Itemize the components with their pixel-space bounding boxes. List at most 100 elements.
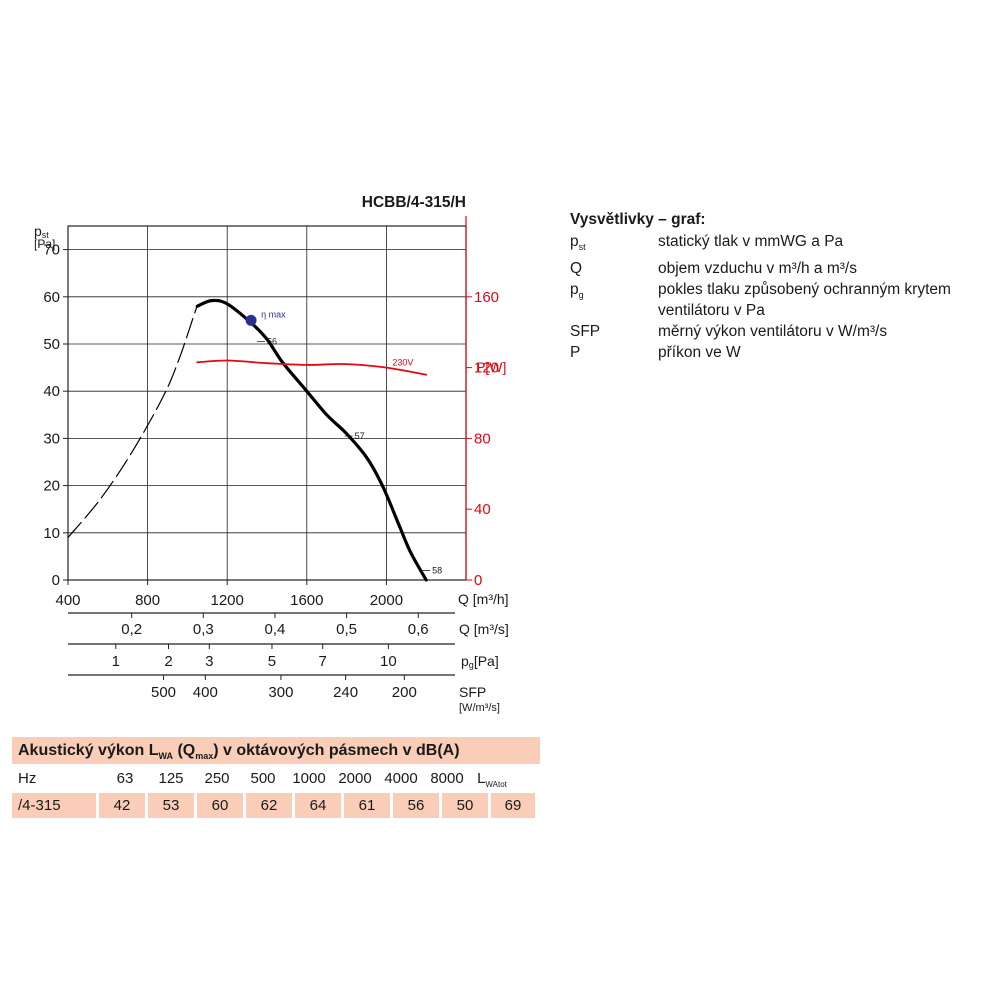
legend-description: objem vzduchu v m³/h a m³/s bbox=[658, 260, 857, 278]
secondary-axis-tick-label: 1 bbox=[112, 653, 120, 670]
acoustic-band-value: 62 bbox=[246, 793, 292, 818]
acoustic-header-label: Hz bbox=[18, 770, 37, 787]
x-tick-label: 800 bbox=[135, 592, 160, 609]
acoustic-band-value: 60 bbox=[197, 793, 243, 818]
eta-max-label: η max bbox=[261, 309, 286, 319]
y-right-tick-label: 160 bbox=[474, 289, 499, 306]
secondary-axis-tick-label: 0,6 bbox=[408, 621, 429, 638]
acoustic-band-value: 50 bbox=[442, 793, 488, 818]
secondary-axis-tick-label: 2 bbox=[164, 653, 172, 670]
y-left-tick-label: 50 bbox=[43, 336, 60, 353]
legend-row: SFP měrný výkon ventilátoru v W/m³/s bbox=[570, 321, 995, 342]
y-left-tick-label: 30 bbox=[43, 430, 60, 447]
secondary-axis-unit: [W/m³/s] bbox=[459, 702, 500, 714]
efficiency-label: 58 bbox=[432, 566, 442, 576]
y-left-label-sub: st bbox=[42, 230, 50, 240]
y-left-axis-label: pst bbox=[34, 223, 49, 240]
acoustic-header-row: Hz 63 125 250 500 1000 2000 4000 8000 LWAtot bbox=[12, 766, 540, 791]
chart-annotations: η max 56 57 58 bbox=[245, 309, 442, 576]
legend-description: příkon ve W bbox=[658, 344, 741, 362]
x-tick-label: 1200 bbox=[211, 592, 244, 609]
secondary-axis-tick-label: 240 bbox=[333, 684, 358, 701]
acoustic-band-label: 8000 bbox=[430, 770, 464, 787]
secondary-axis-tick-label: 0,4 bbox=[265, 621, 286, 638]
y-left-tick-label: 0 bbox=[52, 572, 60, 589]
efficiency-label: 56 bbox=[267, 337, 277, 347]
acoustic-band-label: 2000 bbox=[338, 770, 372, 787]
secondary-axis-tick-label: 0,5 bbox=[336, 621, 357, 638]
acoustic-band-label: 125 bbox=[158, 770, 184, 787]
y-left-tick-label: 70 bbox=[43, 242, 60, 259]
legend-symbol: pst bbox=[570, 233, 586, 253]
acoustic-band-value: 53 bbox=[148, 793, 194, 818]
acoustic-band-label: 1000 bbox=[292, 770, 326, 787]
legend-symbol: SFP bbox=[570, 323, 601, 341]
x-axis-ticks: 400 800 1200 1600 2000 bbox=[55, 580, 403, 609]
legend-row: pg pokles tlaku způsobený ochranným kryte… bbox=[570, 279, 995, 321]
y-right-ticks: 0 40 80 120 160 bbox=[465, 216, 499, 589]
secondary-axis-tick-label: 300 bbox=[268, 684, 293, 701]
y-right-tick-label: 120 bbox=[474, 360, 499, 377]
legend-symbol: pg bbox=[570, 281, 584, 301]
y-left-tick-label: 60 bbox=[43, 289, 60, 306]
x-tick-label: 400 bbox=[55, 592, 80, 609]
legend-title: Vysvětlivky – graf: bbox=[570, 211, 706, 228]
acoustic-row-label: /4-315 bbox=[12, 793, 96, 818]
chart-series: 230V bbox=[67, 298, 428, 582]
power-curve-label: 230V bbox=[392, 358, 413, 368]
graph-legend: Vysvětlivky – graf: pst statický tlak v m… bbox=[570, 209, 995, 363]
acoustic-total-label: LWAtot bbox=[477, 770, 507, 789]
acoustic-band-label: 250 bbox=[204, 770, 230, 787]
pressure-curve bbox=[195, 298, 428, 582]
legend-description: statický tlak v mmWG a Pa bbox=[658, 233, 844, 250]
legend-symbol: Q bbox=[570, 260, 583, 278]
y-left-axis-unit: [Pa] bbox=[34, 237, 55, 251]
y-right-axis-label: P[W] bbox=[476, 359, 506, 375]
legend-description: pokles tlaku způsobený ochranným krytem … bbox=[658, 281, 951, 320]
y-right-tick-label: 80 bbox=[474, 430, 491, 447]
legend-description: měrný výkon ventilátoru v W/m³/s bbox=[658, 323, 888, 341]
acoustic-band-value: 42 bbox=[99, 793, 145, 818]
acoustic-values-row: /4-315 42 53 60 62 64 61 56 50 69 bbox=[12, 793, 540, 818]
y-left-tick-label: 10 bbox=[43, 525, 60, 542]
secondary-axis-tick-label: 0,3 bbox=[193, 621, 214, 638]
y-left-tick-label: 40 bbox=[43, 383, 60, 400]
efficiency-label: 57 bbox=[355, 431, 365, 441]
secondary-axis-tick-label: 3 bbox=[205, 653, 213, 670]
chart-grid bbox=[67, 225, 467, 581]
y-left-tick-label: 20 bbox=[43, 478, 60, 495]
secondary-axis-tick-label: 7 bbox=[319, 653, 327, 670]
x-axis-label: Q [m³/h] bbox=[458, 591, 509, 607]
acoustic-power-table: Akustický výkon LWA (Qmax) v oktávových … bbox=[12, 737, 540, 818]
acoustic-band-value: 61 bbox=[344, 793, 390, 818]
y-left-label-main: p bbox=[34, 223, 42, 239]
secondary-axis-tick-label: 200 bbox=[392, 684, 417, 701]
acoustic-band-label: 63 bbox=[116, 770, 134, 787]
plot-frame bbox=[67, 225, 467, 581]
power-curve bbox=[196, 359, 428, 376]
acoustic-band-label: 500 bbox=[250, 770, 276, 787]
secondary-axis-tick-label: 5 bbox=[268, 653, 276, 670]
acoustic-band-label: 4000 bbox=[384, 770, 418, 787]
y-right-tick-label: 40 bbox=[474, 501, 491, 518]
secondary-axis-label: SFP bbox=[459, 684, 486, 700]
legend-symbol: P bbox=[570, 344, 581, 362]
eta-max-marker bbox=[245, 314, 257, 326]
secondary-axis-tick-label: 400 bbox=[193, 684, 218, 701]
y-left-ticks: 0 10 20 30 40 50 60 70 bbox=[43, 242, 68, 589]
x-tick-label: 2000 bbox=[370, 592, 403, 609]
secondary-axis-tick-label: 500 bbox=[151, 684, 176, 701]
y-right-tick-label: 0 bbox=[474, 572, 482, 589]
secondary-axis-label: Q [m³/s] bbox=[459, 621, 509, 637]
secondary-axis-tick-label: 0,2 bbox=[121, 621, 142, 638]
acoustic-total-value: 69 bbox=[491, 793, 535, 818]
acoustic-table-title: Akustický výkon LWA (Qmax) v oktávových … bbox=[12, 737, 540, 764]
secondary-axis-tick-label: 10 bbox=[380, 653, 397, 670]
x-tick-label: 1600 bbox=[290, 592, 323, 609]
chart-title: HCBB/4-315/H bbox=[362, 194, 466, 211]
pressure-curve-unstable bbox=[67, 305, 198, 539]
